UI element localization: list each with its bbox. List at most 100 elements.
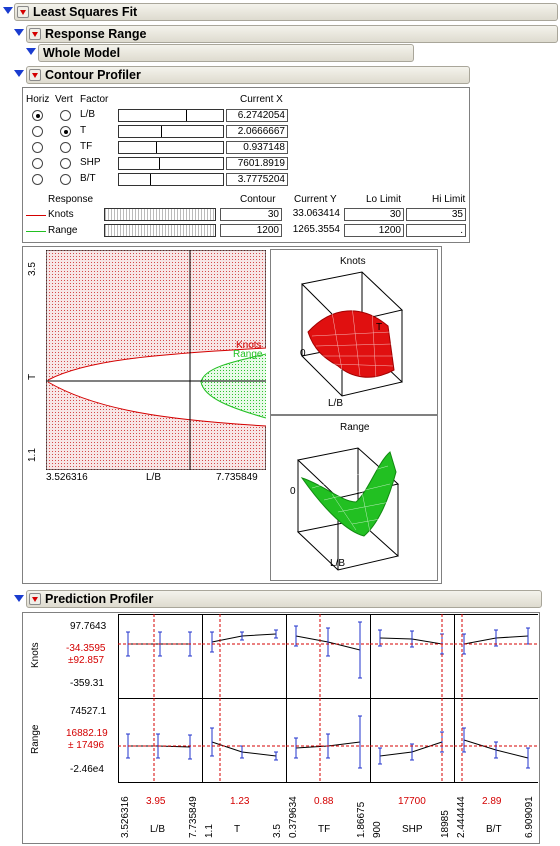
factor-slider[interactable] xyxy=(118,125,224,138)
knots-contour-upper xyxy=(47,347,266,381)
horiz-radio-shp[interactable] xyxy=(32,158,43,169)
response-name: Range xyxy=(48,225,78,236)
response-name: Knots xyxy=(48,209,74,220)
range-row-label: Range xyxy=(30,724,41,754)
whole-model-disclosure-icon[interactable] xyxy=(26,48,36,55)
knots-surface-plot[interactable] xyxy=(272,266,436,412)
contour-x-right-tick: 7.735849 xyxy=(216,472,258,483)
profiler-trace xyxy=(379,637,443,645)
slider-thumb[interactable] xyxy=(159,158,160,169)
least-squares-fit-header[interactable]: Least Squares Fit xyxy=(14,3,558,21)
factor-slider[interactable] xyxy=(118,173,224,186)
factor-name: TF xyxy=(80,141,93,152)
profiler-trace xyxy=(211,741,277,757)
red-triangle-menu-icon[interactable] xyxy=(29,69,41,81)
slider-thumb[interactable] xyxy=(150,174,151,185)
factor-axis-name: T xyxy=(234,824,241,835)
profiler-cell-frame xyxy=(454,698,538,783)
range-ci: ± 17496 xyxy=(68,740,105,751)
horiz-radio-tf[interactable] xyxy=(32,142,43,153)
response-contour-field[interactable]: 30 xyxy=(220,208,282,221)
contour-knots-label: Knots xyxy=(236,340,262,351)
contour-plot[interactable] xyxy=(46,250,266,470)
prediction-profiler-header[interactable]: Prediction Profiler xyxy=(26,590,542,608)
vert-radio-t[interactable] xyxy=(60,126,71,137)
prediction-profiler-panel xyxy=(22,612,540,844)
prediction-profiler-plots[interactable] xyxy=(118,614,538,784)
profiler-cell-frame xyxy=(202,698,287,783)
response-range-header[interactable]: Response Range xyxy=(26,25,558,43)
range-surface xyxy=(300,451,397,537)
response-legend-line xyxy=(26,215,46,216)
range-y-bottom: -2.46e4 xyxy=(70,764,104,775)
knots-feasible-region xyxy=(48,348,266,426)
current-x-field[interactable]: 2.0666667 xyxy=(226,125,288,138)
horiz-radio-t[interactable] xyxy=(32,126,43,137)
horiz-column-header: Horiz xyxy=(26,94,50,105)
red-triangle-menu-icon[interactable] xyxy=(17,6,29,18)
whole-model-header[interactable]: Whole Model xyxy=(38,44,414,62)
response-hi-field[interactable]: 35 xyxy=(406,208,466,221)
factor-axis-min: 1.1 xyxy=(204,824,215,838)
prediction-profiler-title: Prediction Profiler xyxy=(45,592,154,606)
current-x-field[interactable]: 7601.8919 xyxy=(226,157,288,170)
factor-current-value[interactable]: 17700 xyxy=(398,796,426,807)
response-range-disclosure-icon[interactable] xyxy=(14,29,24,36)
response-lo-field[interactable]: 1200 xyxy=(344,224,404,237)
current-x-column-header: Current X xyxy=(240,94,283,105)
factor-name: B/T xyxy=(80,173,96,184)
least-squares-disclosure-icon[interactable] xyxy=(3,7,13,14)
factor-slider[interactable] xyxy=(118,141,224,154)
factor-axis-max: 6.909091 xyxy=(524,796,535,838)
current-x-field[interactable]: 3.7775204 xyxy=(226,173,288,186)
response-contour-slider[interactable] xyxy=(104,208,216,221)
hi-limit-column-header: Hi Limit xyxy=(432,194,466,205)
factor-current-value[interactable]: 0.88 xyxy=(314,796,334,807)
factor-current-value[interactable]: 2.89 xyxy=(482,796,502,807)
response-lo-field[interactable]: 30 xyxy=(344,208,404,221)
vert-radio-tf[interactable] xyxy=(60,142,71,153)
range-y-top: 74527.1 xyxy=(70,706,107,717)
contour-y-top-tick: 3.5 xyxy=(27,262,38,276)
factor-axis-min: 0.379634 xyxy=(288,796,299,838)
horiz-radio-bt[interactable] xyxy=(32,174,43,185)
range-feasible-region xyxy=(201,354,266,418)
knots-surface-xlabel: L/B xyxy=(328,398,344,409)
profiler-cell-frame xyxy=(202,614,287,699)
response-hi-field[interactable]: . xyxy=(406,224,466,237)
response-column-header: Response xyxy=(48,194,94,205)
knots-current-value: -34.3595 xyxy=(66,643,106,654)
red-triangle-menu-icon[interactable] xyxy=(29,593,41,605)
knots-surface-t-label: T xyxy=(376,322,383,333)
prediction-profiler-disclosure-icon[interactable] xyxy=(14,595,24,602)
response-legend-line xyxy=(26,231,46,232)
slider-thumb[interactable] xyxy=(156,142,157,153)
response-contour-field[interactable]: 1200 xyxy=(220,224,282,237)
vert-column-header: Vert xyxy=(55,94,73,105)
factor-axis-name: B/T xyxy=(486,824,502,835)
factor-current-value[interactable]: 1.23 xyxy=(230,796,250,807)
range-surface-plot[interactable] xyxy=(272,432,436,578)
red-triangle-menu-icon[interactable] xyxy=(29,28,41,40)
factor-axis-max: 18985 xyxy=(440,810,451,838)
response-range-title: Response Range xyxy=(45,27,147,41)
current-x-field[interactable]: 0.937148 xyxy=(226,141,288,154)
factor-slider[interactable] xyxy=(118,157,224,170)
slider-thumb[interactable] xyxy=(186,110,187,121)
factor-slider[interactable] xyxy=(118,109,224,122)
profiler-cell-frame xyxy=(454,614,538,699)
contour-profiler-disclosure-icon[interactable] xyxy=(14,70,24,77)
factor-current-value[interactable]: 3.95 xyxy=(146,796,166,807)
response-current-y-field: 33.063414 xyxy=(284,208,342,221)
lo-limit-column-header: Lo Limit xyxy=(366,194,402,205)
response-contour-slider[interactable] xyxy=(104,224,216,237)
horiz-radio-lb[interactable] xyxy=(32,110,43,121)
slider-thumb[interactable] xyxy=(161,126,162,137)
current-x-field[interactable]: 6.2742054 xyxy=(226,109,288,122)
factor-name: SHP xyxy=(80,157,101,168)
contour-profiler-header[interactable]: Contour Profiler xyxy=(26,66,470,84)
factor-axis-max: 3.5 xyxy=(272,824,283,838)
vert-radio-lb[interactable] xyxy=(60,110,71,121)
vert-radio-shp[interactable] xyxy=(60,158,71,169)
vert-radio-bt[interactable] xyxy=(60,174,71,185)
